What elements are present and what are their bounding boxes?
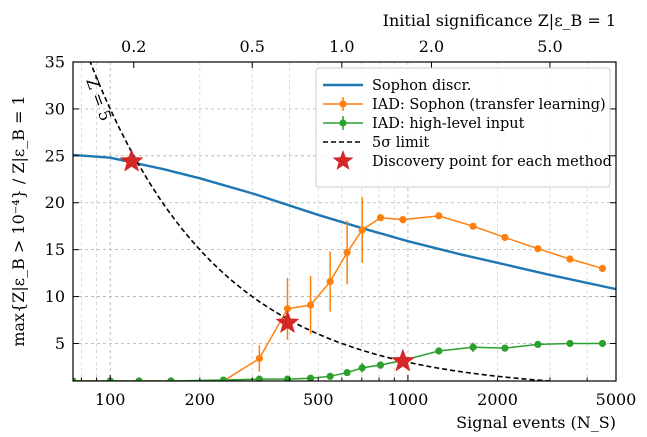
sophon-discr-line [73, 153, 616, 291]
iad-high-level-point [566, 339, 574, 348]
iad-high-level-point [283, 375, 292, 381]
x-tick-label: 500 [303, 390, 334, 409]
iad-high-level-point [219, 376, 227, 381]
legend-swatch-point [339, 119, 347, 127]
legend-label: 5σ limit [372, 135, 429, 151]
discovery-star [390, 348, 415, 372]
x-tick-label: 1000 [388, 390, 429, 409]
iad-high-level-point [376, 361, 385, 369]
x2-tick-label: 2.0 [419, 37, 444, 56]
iad-high-level-point [255, 375, 263, 381]
iad-high-level-point [73, 377, 77, 381]
iad-sophon-point [358, 226, 366, 234]
iad-high-level-point [326, 372, 334, 380]
iad-sophon-point [283, 305, 292, 313]
iad-high-level-point [435, 347, 443, 355]
iad-sophon-point [376, 214, 385, 222]
legend-label: Sophon discr. [372, 78, 471, 94]
legend-label: IAD: Sophon (transfer learning) [372, 97, 606, 113]
legend: Sophon discr. IAD: Sophon (transfer learn… [315, 67, 612, 188]
legend-frame [315, 67, 611, 188]
tick-labels: 5 10 15 20 25 30 35 100 200 500 1000 2000 5000 0.2 0.5… [45, 37, 637, 409]
iad-sophon-point [399, 216, 407, 224]
legend-label: Discovery point for each method [372, 154, 612, 170]
x2-tick-label: 1.0 [329, 37, 354, 56]
iad-high-level-point [343, 368, 351, 377]
iad-high-level-point [167, 377, 175, 381]
y-axis-title: max{Z|ε_B > 10⁻⁴} / Z|ε_B = 1 [9, 95, 28, 346]
iad-sophon-point [534, 245, 542, 253]
x-axis-title: Signal events (N_S) [456, 413, 616, 432]
iad-sophon-point [598, 264, 607, 273]
iad-high-level-point [358, 364, 366, 372]
iad-sophon-point [435, 212, 443, 220]
iad-sophon-point [469, 222, 477, 230]
x-tick-label: 200 [185, 390, 216, 409]
iad-sophon-point [326, 277, 334, 286]
iad-sophon-point [306, 301, 315, 309]
legend-swatch-point [339, 100, 347, 108]
chart-marks [73, 62, 616, 381]
x-tick-label: 5000 [596, 390, 637, 409]
y-tick-label: 20 [45, 193, 65, 212]
iad-high-level-point [306, 374, 315, 381]
iad-high-level-point [135, 377, 143, 381]
x-tick-label: 2000 [477, 390, 518, 409]
y-tick-label: 15 [45, 240, 65, 259]
discovery-star [119, 148, 144, 172]
plot-frame [72, 61, 617, 382]
x-tick-label: 100 [95, 390, 126, 409]
five-sigma-limit-line [89, 62, 562, 381]
iad-sophon-point [566, 255, 574, 263]
x2-axis-title: Initial significance Z|ε_B = 1 [383, 11, 616, 30]
y-tick-label: 35 [45, 53, 65, 72]
y-tick-label: 5 [55, 334, 65, 353]
y-tick-label: 25 [45, 146, 65, 165]
iad-sophon-point [501, 233, 509, 242]
x2-tick-label: 0.5 [239, 37, 264, 56]
iad-high-level-point [534, 340, 542, 349]
discovery-star [275, 310, 300, 334]
y-tick-label: 30 [45, 99, 65, 118]
iad-sophon-point [343, 248, 351, 257]
x2-tick-label: 5.0 [537, 37, 562, 56]
iad-high-level-point [598, 339, 607, 348]
iad-high-level-point [501, 344, 509, 352]
ticks [73, 61, 617, 381]
x2-tick-label: 0.2 [121, 37, 146, 56]
iad-high-level-point [469, 343, 477, 351]
y-tick-label: 10 [45, 287, 65, 306]
legend-swatch-star [332, 150, 354, 170]
iad-sophon-point [255, 354, 263, 363]
legend-label: IAD: high-level input [372, 116, 525, 132]
